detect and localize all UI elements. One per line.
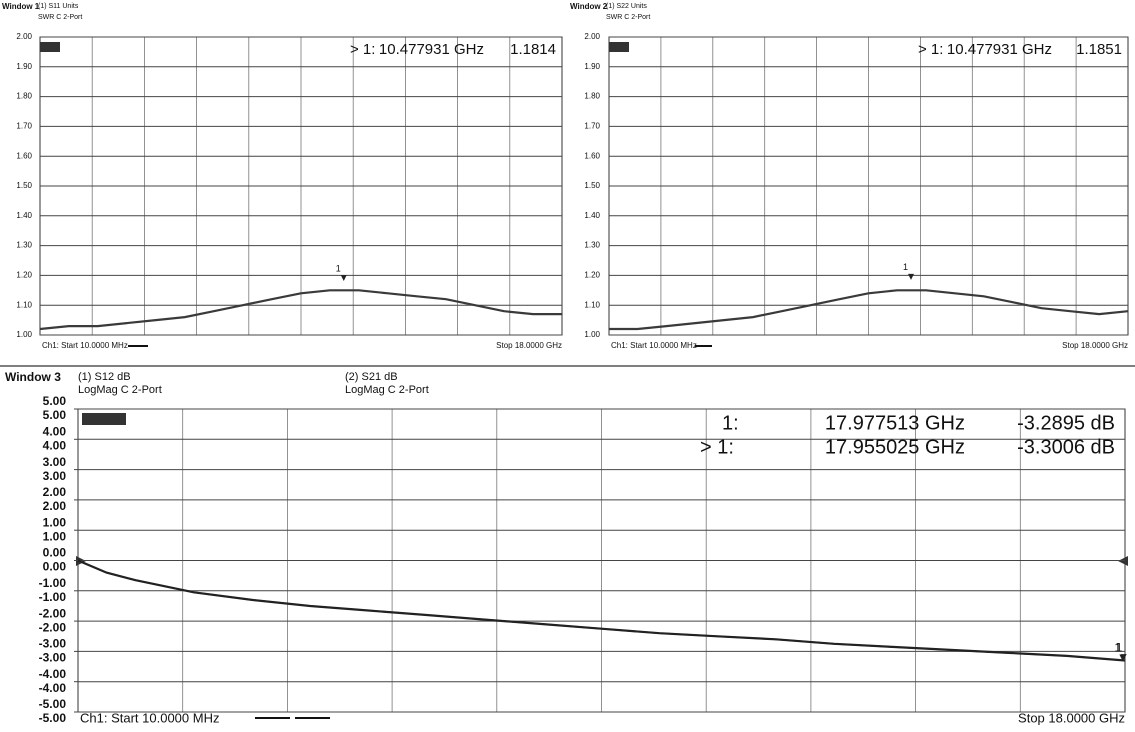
stop-label: Stop 18.0000 GHz (1062, 341, 1128, 350)
y2-tick-label: -3.00 (39, 651, 67, 665)
y-tick-label: -4.00 (39, 667, 67, 681)
trace-badge (40, 42, 60, 52)
y2-tick-label: 5.00 (43, 408, 67, 422)
y2-tick-label: 2.00 (43, 499, 67, 513)
y2-tick-label: -1.00 (39, 590, 67, 604)
y-tick-label: 1.30 (584, 241, 600, 250)
y-tick-label: -3.00 (39, 637, 67, 651)
readout-prefix: 1: (722, 412, 739, 434)
window-label: Window 1 (2, 2, 40, 11)
readout-value: 1.1851 (1076, 41, 1122, 58)
y-tick-label: 1.10 (584, 300, 600, 309)
start-label: Ch1: Start 10.0000 MHz (42, 341, 128, 350)
y-tick-label: 1.90 (584, 62, 600, 71)
y2-tick-label: -2.00 (39, 620, 67, 634)
readout-prefix: > 1: (700, 436, 734, 458)
y-tick-label: 1.30 (16, 241, 32, 250)
marker-point (340, 274, 347, 281)
y-tick-label: 1.40 (584, 211, 600, 220)
y-tick-label: 1.70 (16, 122, 32, 131)
window-label: Window 2 (570, 2, 608, 11)
readout-x: 17.955025 GHz (825, 436, 965, 458)
y2-tick-label: 4.00 (43, 438, 67, 452)
y-tick-label: 1.60 (584, 151, 600, 160)
y-tick-label: -2.00 (39, 606, 67, 620)
readout-prefix: > 1: (918, 41, 943, 58)
readout-x: 17.977513 GHz (825, 412, 965, 434)
readout-value: -3.3006 dB (1017, 436, 1115, 458)
y-tick-label: 4.00 (43, 424, 67, 438)
readout-value: -3.2895 dB (1017, 412, 1115, 434)
y-tick-label: 5.00 (43, 394, 67, 408)
y-tick-label: -1.00 (39, 576, 67, 590)
marker-point (1119, 654, 1126, 661)
marker-label: 1 (903, 262, 908, 272)
marker-label: 1 (1116, 640, 1123, 654)
start-label: Ch1: Start 10.0000 MHz (611, 341, 697, 350)
y-tick-label: 2.00 (584, 32, 600, 41)
y-tick-label: 0.00 (43, 546, 67, 560)
readout-x: 10.477931 GHz (379, 41, 484, 58)
readout-x: 10.477931 GHz (947, 41, 1052, 58)
y-tick-label: 1.10 (16, 300, 32, 309)
readout-prefix: > 1: (350, 41, 375, 58)
y-tick-label: 1.80 (584, 92, 600, 101)
y-tick-label: 1.00 (43, 515, 67, 529)
window-label: Window 3 (5, 370, 61, 384)
start-label: Ch1: Start 10.0000 MHz (80, 710, 219, 725)
y2-tick-label: -5.00 (39, 711, 67, 725)
trace-badge (609, 42, 629, 52)
trace-badge (82, 413, 126, 425)
y-tick-label: 2.00 (16, 32, 32, 41)
series-name: (1) S11 Units (38, 3, 79, 10)
series-format: LogMag C 2-Port (78, 384, 162, 396)
series-format: SWR C 2-Port (38, 14, 82, 21)
trace (39, 289, 562, 331)
marker-label: 1 (336, 263, 341, 273)
y-tick-label: 1.70 (584, 122, 600, 131)
y-tick-label: 3.00 (43, 455, 67, 469)
y-tick-label: 1.90 (16, 62, 32, 71)
y-tick-label: 1.40 (16, 211, 32, 220)
y-tick-label: 1.00 (584, 330, 600, 339)
y2-tick-label: 1.00 (43, 529, 67, 543)
stop-label: Stop 18.0000 GHz (1018, 710, 1125, 725)
y-tick-label: 1.80 (16, 92, 32, 101)
y-tick-label: 1.20 (16, 271, 32, 280)
y-tick-label: -5.00 (39, 697, 67, 711)
y-tick-label: 1.20 (584, 271, 600, 280)
y2-tick-label: 3.00 (43, 469, 67, 483)
marker-label: 1 (1114, 641, 1121, 655)
y-tick-label: 1.60 (16, 151, 32, 160)
y2-tick-label: -4.00 (39, 681, 67, 695)
y2-tick-label: 0.00 (43, 560, 67, 574)
y-tick-label: 1.00 (16, 330, 32, 339)
y-tick-label: 1.50 (16, 181, 32, 190)
series-format: LogMag C 2-Port (345, 384, 429, 396)
readout-value: 1.1814 (510, 41, 556, 58)
y-tick-label: 2.00 (43, 485, 67, 499)
trace (77, 559, 1126, 662)
y-tick-label: 1.50 (584, 181, 600, 190)
series-format: SWR C 2-Port (606, 14, 650, 21)
trace (609, 289, 1129, 331)
stop-label: Stop 18.0000 GHz (496, 341, 562, 350)
series-name: (1) S12 dB (78, 371, 131, 383)
marker-point (907, 273, 914, 280)
series-name: (2) S21 dB (345, 371, 398, 383)
series-name: (1) S22 Units (606, 3, 647, 10)
